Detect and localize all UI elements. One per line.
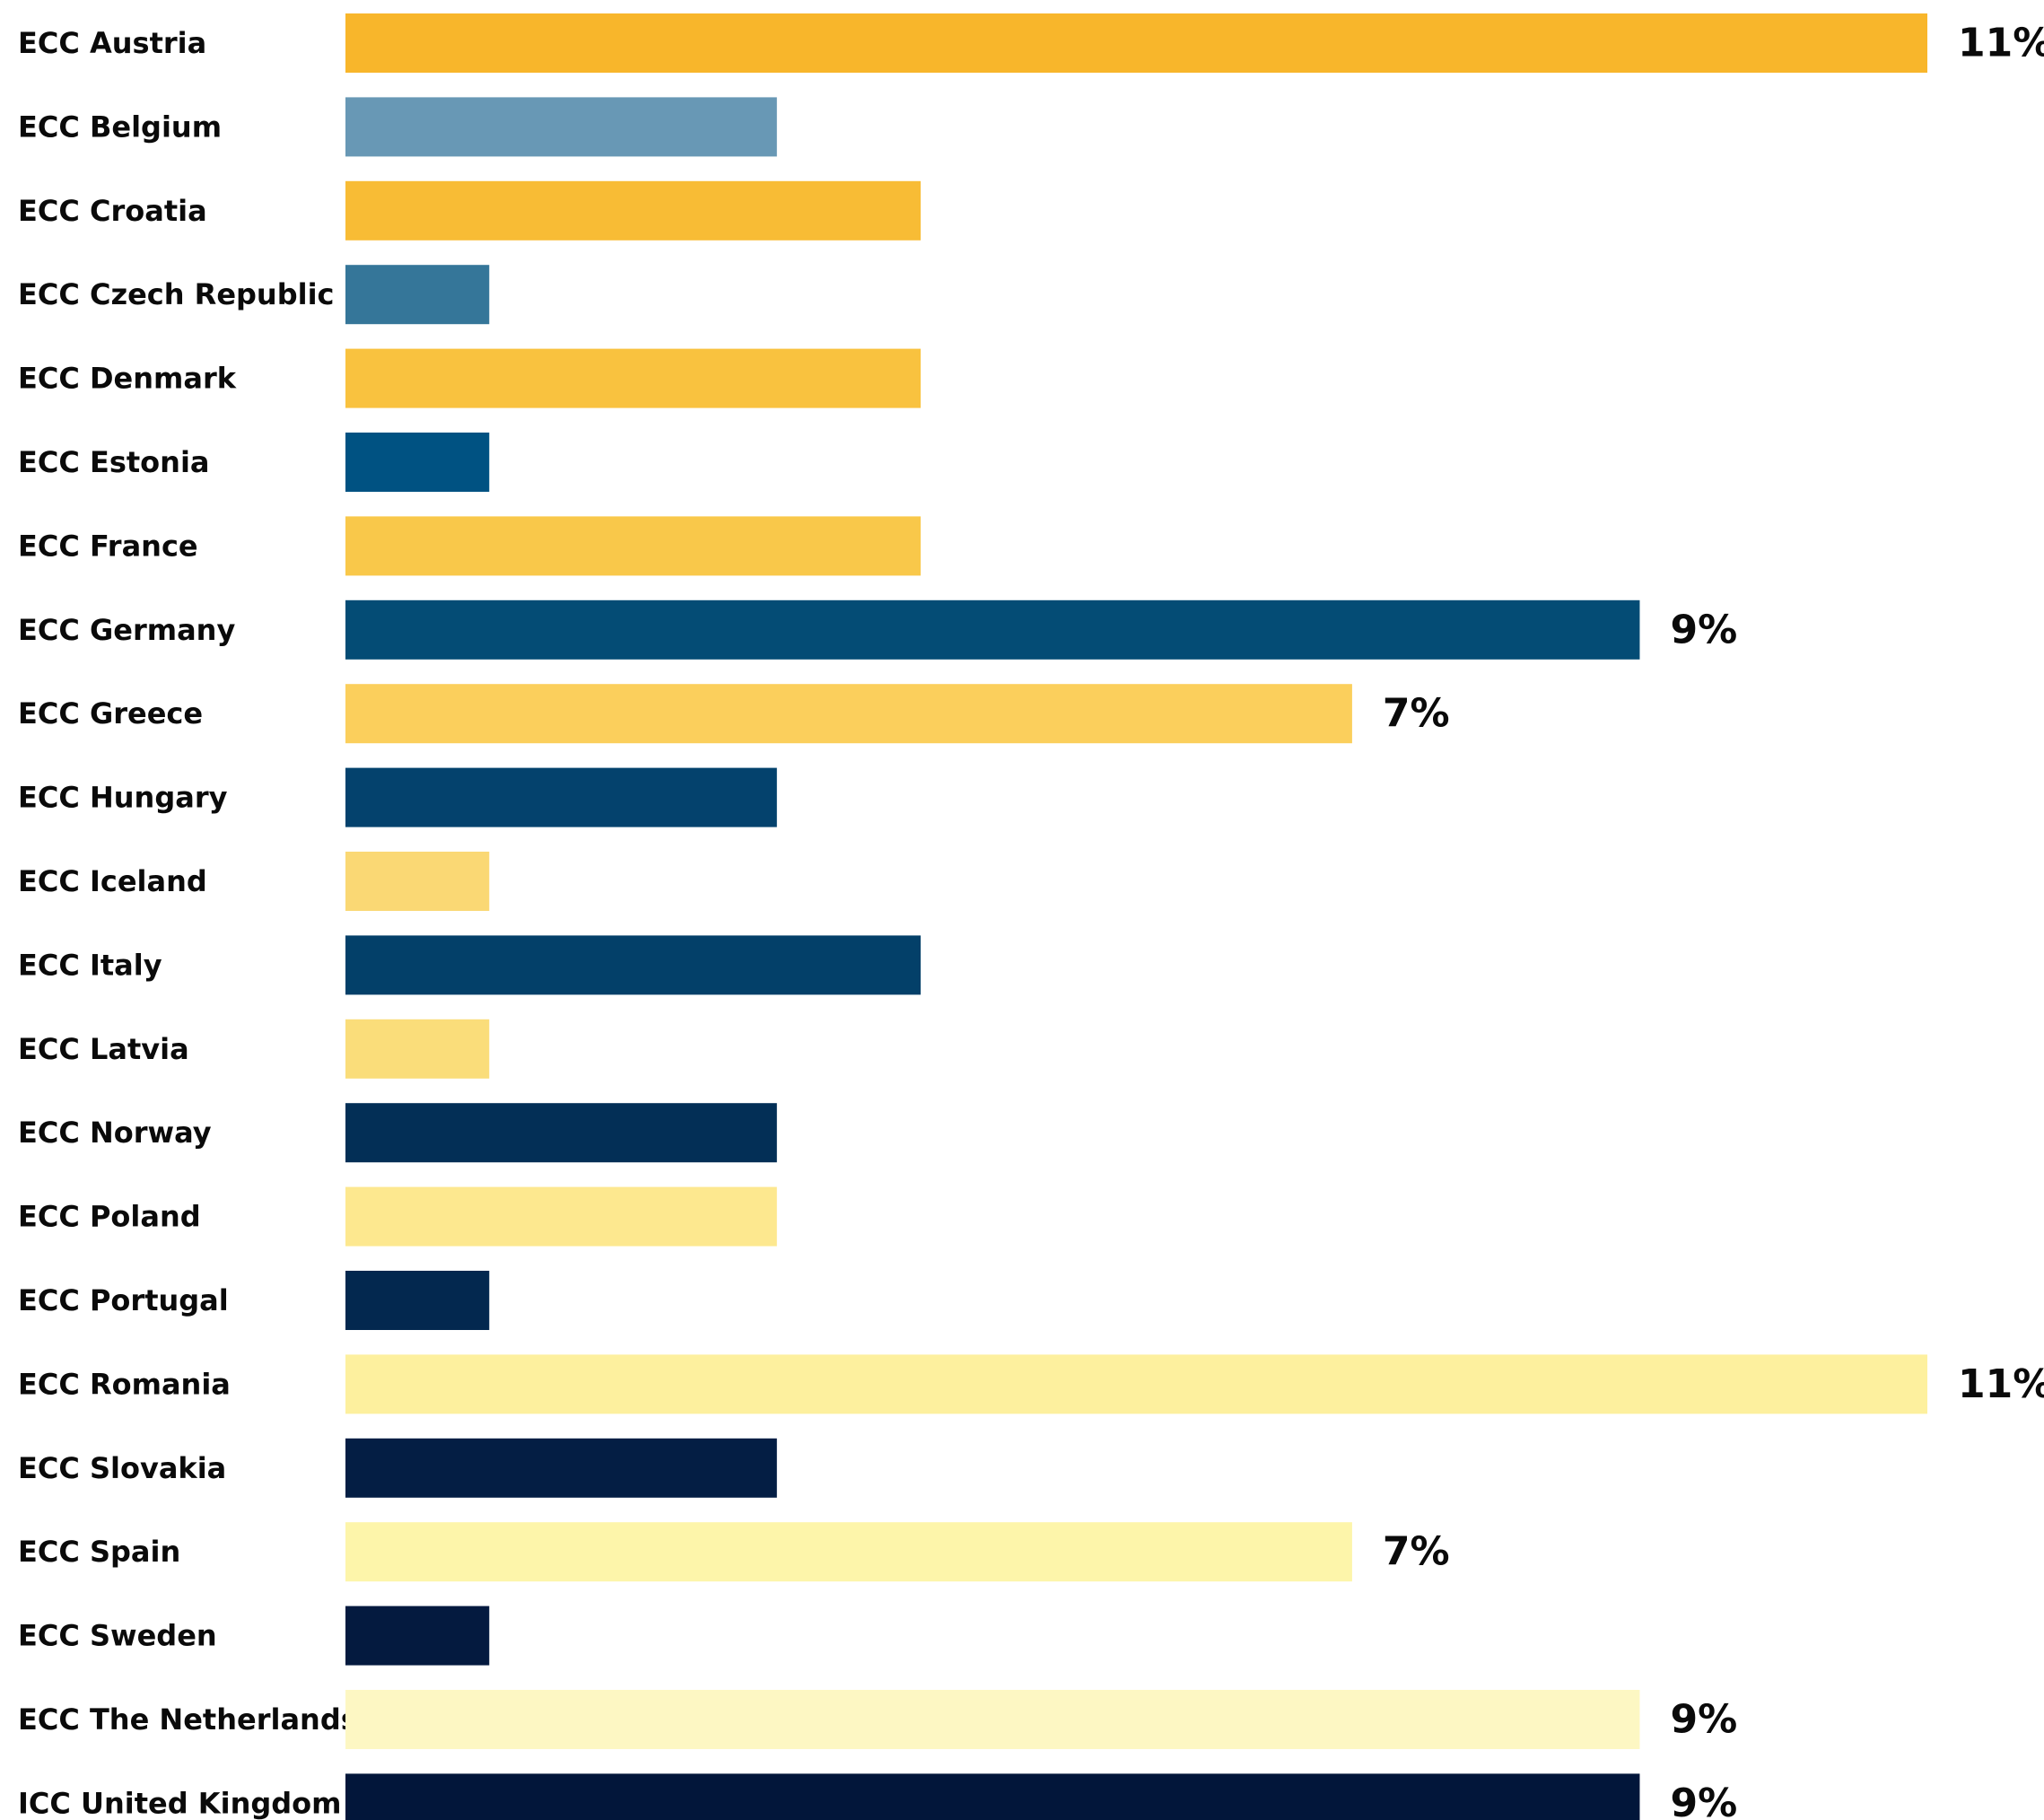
bar-ecc-czech-republic bbox=[345, 265, 490, 325]
value-label-ecc-greece: 7% bbox=[1383, 691, 1450, 737]
bar-ecc-latvia bbox=[345, 1019, 490, 1079]
bar-ecc-croatia bbox=[345, 180, 922, 241]
category-label-ecc-portugal: ECC Portugal bbox=[18, 1283, 229, 1317]
category-label-ecc-germany: ECC Germany bbox=[18, 613, 235, 647]
category-label-ecc-hungary: ECC Hungary bbox=[18, 781, 228, 815]
category-label-ecc-france: ECC France bbox=[18, 529, 198, 563]
bar-ecc-estonia bbox=[345, 433, 490, 492]
bars bbox=[345, 13, 1927, 1820]
bar-icc-united-kingdom bbox=[345, 1773, 1640, 1820]
category-label-ecc-denmark: ECC Denmark bbox=[18, 362, 237, 396]
value-label-ecc-the-netherlands: 9% bbox=[1670, 1697, 1737, 1743]
value-label-icc-united-kingdom: 9% bbox=[1670, 1781, 1737, 1820]
bar-ecc-greece bbox=[345, 684, 1352, 744]
bar-ecc-austria bbox=[345, 13, 1927, 73]
bar-ecc-germany bbox=[345, 599, 1640, 660]
category-label-ecc-italy: ECC Italy bbox=[18, 948, 162, 982]
bar-ecc-sweden bbox=[345, 1606, 490, 1666]
bar-ecc-denmark bbox=[345, 348, 922, 408]
category-label-ecc-croatia: ECC Croatia bbox=[18, 194, 207, 228]
category-label-ecc-latvia: ECC Latvia bbox=[18, 1032, 189, 1066]
bar-ecc-hungary bbox=[345, 767, 777, 827]
bar-ecc-spain bbox=[345, 1522, 1352, 1582]
bar-ecc-the-netherlands bbox=[345, 1690, 1640, 1749]
category-label-ecc-belgium: ECC Belgium bbox=[18, 109, 222, 144]
value-labels: 11% 9% 7% 11% 7% 9% 9% bbox=[1383, 21, 2044, 1820]
value-label-ecc-spain: 7% bbox=[1383, 1529, 1450, 1575]
bar-ecc-iceland bbox=[345, 852, 490, 911]
bar-ecc-slovakia bbox=[345, 1438, 777, 1498]
category-label-ecc-spain: ECC Spain bbox=[18, 1535, 180, 1569]
bar-ecc-norway bbox=[345, 1103, 777, 1163]
category-label-ecc-sweden: ECC Sweden bbox=[18, 1619, 217, 1653]
value-label-ecc-germany: 9% bbox=[1670, 607, 1737, 652]
bar-ecc-portugal bbox=[345, 1271, 490, 1330]
category-labels: ECC Austria ECC Belgium ECC Croatia ECC Cze… bbox=[18, 26, 358, 1820]
category-label-ecc-the-netherlands: ECC The Netherlands bbox=[18, 1702, 358, 1737]
bar-ecc-france bbox=[345, 516, 922, 576]
category-label-ecc-romania: ECC Romania bbox=[18, 1367, 231, 1401]
category-label-ecc-estonia: ECC Estonia bbox=[18, 445, 210, 479]
bar-ecc-italy bbox=[345, 935, 922, 995]
category-label-ecc-norway: ECC Norway bbox=[18, 1116, 212, 1150]
category-label-ecc-slovakia: ECC Slovakia bbox=[18, 1451, 226, 1485]
value-label-ecc-austria: 11% bbox=[1958, 21, 2044, 66]
category-label-ecc-czech-republic: ECC Czech Republic bbox=[18, 277, 335, 311]
value-label-ecc-romania: 11% bbox=[1958, 1361, 2044, 1407]
category-label-icc-united-kingdom: ICC United Kingdom bbox=[18, 1786, 341, 1820]
category-label-ecc-poland: ECC Poland bbox=[18, 1200, 201, 1234]
category-label-ecc-austria: ECC Austria bbox=[18, 26, 206, 60]
bar-ecc-belgium bbox=[345, 97, 777, 157]
category-label-ecc-greece: ECC Greece bbox=[18, 696, 203, 731]
bar-ecc-poland bbox=[345, 1186, 777, 1247]
category-label-ecc-iceland: ECC Iceland bbox=[18, 864, 207, 898]
bar-ecc-romania bbox=[345, 1354, 1927, 1414]
